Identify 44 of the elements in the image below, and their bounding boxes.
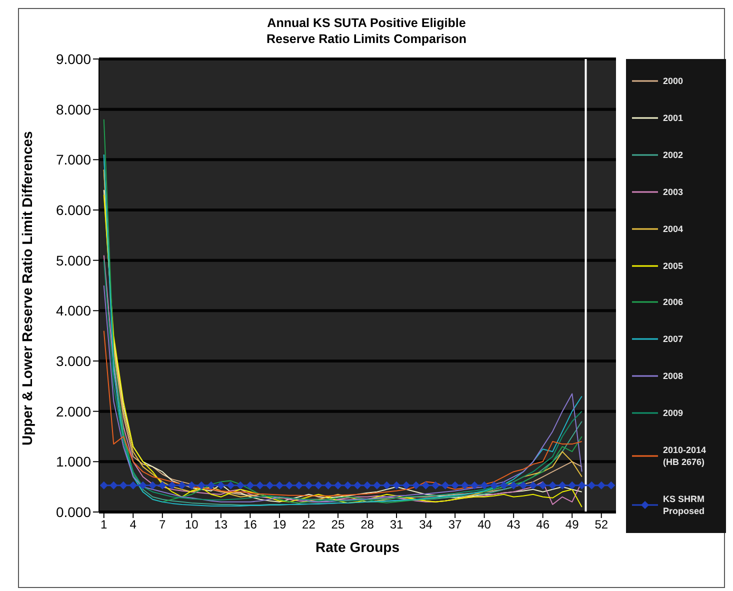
legend-label: 2010-2014 (HB 2676) — [663, 444, 706, 468]
x-tick-label: 28 — [360, 518, 374, 532]
legend-label: 2000 — [663, 75, 684, 88]
x-tick-label: 7 — [159, 518, 166, 532]
legend-label: 2004 — [663, 222, 684, 235]
y-tick-label: 7.000 — [56, 152, 92, 168]
legend-label: 2009 — [663, 406, 684, 419]
y-tick-label: 0.000 — [56, 504, 92, 520]
legend-label: KS SHRM Proposed — [663, 492, 705, 517]
y-tick-label: 9.000 — [56, 50, 92, 67]
x-tick-label: 43 — [506, 518, 521, 532]
x-tick-label: 52 — [594, 518, 608, 532]
legend-label: 2007 — [663, 333, 684, 346]
legend-label: 2001 — [663, 112, 684, 124]
x-tick-label: 22 — [302, 518, 316, 532]
x-tick-label: 13 — [214, 518, 228, 532]
y-tick-label: 6.000 — [56, 202, 92, 218]
x-tick-label: 4 — [130, 518, 137, 532]
y-tick-label: 8.000 — [56, 101, 92, 118]
legend-label: 2003 — [663, 186, 684, 198]
x-tick-label: 49 — [565, 518, 580, 532]
legend-label: 2006 — [663, 296, 684, 308]
x-tick-label: 16 — [244, 518, 258, 532]
x-tick-label: 10 — [184, 518, 199, 532]
y-tick-label: 2.000 — [56, 403, 92, 420]
x-axis-title: Rate Groups — [315, 539, 400, 555]
legend-label: 2008 — [663, 370, 684, 382]
y-axis-title: Upper & Lower Reserve Ratio Limit Differences — [18, 130, 35, 446]
line-series — [103, 330, 582, 496]
y-tick-label: 5.000 — [56, 252, 92, 268]
x-tick-label: 40 — [478, 518, 492, 532]
y-tick-label: 3.000 — [56, 352, 92, 369]
y-tick-label: 4.000 — [56, 302, 92, 319]
legend-label: 2002 — [663, 149, 684, 162]
y-tick-label: 1.000 — [56, 454, 92, 470]
x-tick-label: 46 — [536, 518, 550, 532]
x-tick-label: 37 — [448, 518, 462, 532]
x-tick-label: 19 — [272, 518, 286, 532]
x-tick-label: 34 — [419, 518, 433, 532]
legend-label: 2005 — [663, 260, 684, 272]
x-tick-label: 1 — [100, 518, 108, 532]
x-tick-label: 31 — [390, 518, 404, 532]
x-tick-label: 25 — [331, 518, 345, 532]
chart-title: Annual KS SUTA Positive Eligible Reserve Ratio Limits Comparison — [265, 15, 468, 47]
